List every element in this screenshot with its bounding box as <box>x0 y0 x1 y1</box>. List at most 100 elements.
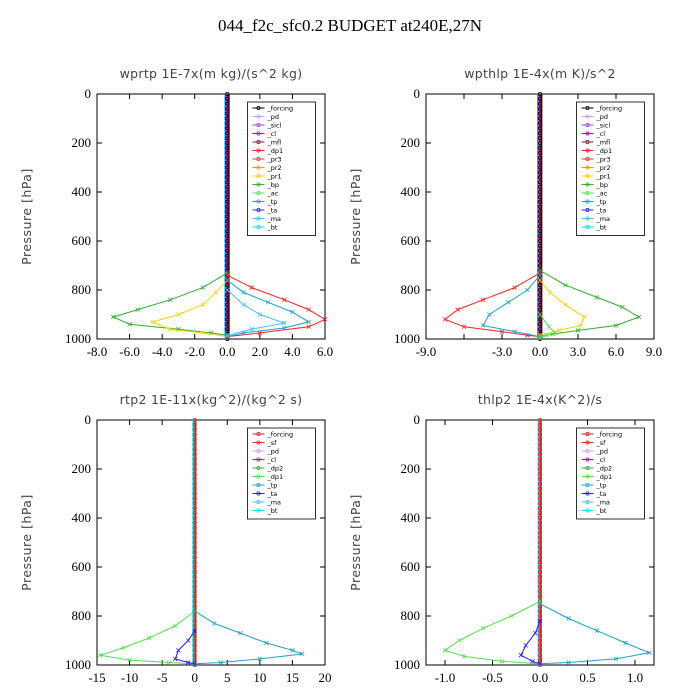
legend-marker <box>256 499 261 504</box>
zero-line-marker <box>225 273 230 278</box>
zero-line-marker <box>538 273 543 278</box>
zero-line-marker <box>538 258 543 263</box>
legend-marker <box>256 508 261 513</box>
zero-line-marker <box>538 263 543 268</box>
data-point <box>487 312 492 317</box>
y-tick-label: 600 <box>401 233 421 248</box>
series-line-ta <box>174 630 196 665</box>
data-point <box>264 640 269 646</box>
zero-line-marker <box>225 199 230 204</box>
data-point <box>200 302 206 307</box>
data-point <box>461 324 467 330</box>
x-tick-label: 0.0 <box>219 344 235 359</box>
zero-line-marker <box>538 145 543 150</box>
legend-label: _bp <box>266 181 279 189</box>
legend-label: _pr1 <box>595 172 610 180</box>
legend-label: _sicl <box>266 121 281 129</box>
zero-line-marker <box>192 516 197 521</box>
x-tick-label: 2.0 <box>252 344 268 359</box>
legend-label: _pr1 <box>266 172 281 180</box>
zero-line-marker <box>538 96 543 101</box>
legend-label: _cl <box>595 130 605 138</box>
zero-line-marker <box>538 648 543 653</box>
subplot-3: rtp2 1E-11x(kg^2)/(kg^2 s) Pressure [hPa]… <box>19 392 332 685</box>
zero-line-marker <box>538 180 543 185</box>
x-tick-label: 3.0 <box>570 344 586 359</box>
legend-marker <box>585 216 590 221</box>
zero-line-marker <box>538 614 543 619</box>
zero-line-marker <box>538 111 543 116</box>
zero-line-marker <box>192 466 197 471</box>
y-tick-label: 1000 <box>394 331 420 346</box>
zero-line-marker <box>192 618 197 623</box>
data-point <box>512 285 517 290</box>
zero-line-marker <box>538 307 543 312</box>
zero-line-marker <box>538 214 543 219</box>
legend-marker <box>256 148 261 153</box>
data-point <box>238 630 243 636</box>
legend-label: _pd <box>266 447 279 455</box>
figure-title: 044_f2c_sfc0.2 BUDGET at240E,27N <box>217 16 483 35</box>
legend-label: _ac <box>595 189 607 197</box>
zero-line-marker <box>192 447 197 452</box>
legend-marker <box>585 131 590 136</box>
y-tick-label: 400 <box>401 184 421 199</box>
zero-line-marker <box>225 180 230 185</box>
zero-line-marker <box>538 653 543 658</box>
data-point <box>575 328 581 333</box>
zero-line-marker <box>538 317 543 322</box>
data-point <box>499 659 505 664</box>
zero-line-marker <box>192 496 197 501</box>
legend-marker <box>256 165 261 170</box>
zero-line-marker <box>192 569 197 574</box>
zero-line-marker <box>225 131 230 136</box>
zero-line-marker <box>225 317 230 322</box>
legend-marker <box>585 440 590 445</box>
legend-label: _dp2 <box>266 464 283 472</box>
legend-marker <box>256 190 261 195</box>
zero-line-marker <box>225 150 230 155</box>
zero-line-marker <box>538 312 543 317</box>
zero-line-marker <box>192 648 197 653</box>
data-point <box>146 635 152 641</box>
legend-label: _pd <box>266 113 279 121</box>
zero-line-marker <box>538 302 543 307</box>
legend-label: _cl <box>266 456 276 464</box>
legend-label: _dp2 <box>595 464 612 472</box>
zero-line-marker <box>225 209 230 214</box>
zero-line-marker <box>538 170 543 175</box>
zero-line-marker <box>538 638 543 643</box>
zero-line-marker <box>192 427 197 432</box>
zero-line-marker <box>192 565 197 570</box>
legend-label: _ta <box>595 490 606 498</box>
zero-line-marker <box>192 520 197 525</box>
data-point <box>537 661 543 667</box>
y-axis-label: Pressure [hPa] <box>19 168 34 265</box>
zero-line-marker <box>192 658 197 663</box>
series-line-pr1 <box>150 279 228 338</box>
legend-label: _bp <box>595 181 608 189</box>
data-point <box>582 314 587 320</box>
zero-line-marker <box>192 422 197 427</box>
zero-line-marker <box>192 579 197 584</box>
zero-line-marker <box>538 555 543 560</box>
zero-line-marker <box>192 614 197 619</box>
data-point <box>127 322 132 327</box>
x-tick-label: 0.5 <box>579 670 595 685</box>
zero-line-marker <box>538 609 543 614</box>
zero-line-marker <box>192 604 197 609</box>
data-point <box>290 309 295 315</box>
zero-line-marker <box>538 140 543 145</box>
plot-frame <box>96 93 326 340</box>
x-tick-label: -9.0 <box>416 344 437 359</box>
zero-line-marker <box>225 160 230 165</box>
legend-marker <box>585 457 590 462</box>
panel-title: wpthlp 1E-4x(m K)/s^2 <box>464 66 616 81</box>
legend-label: _pd <box>595 447 608 455</box>
series-line-tp <box>194 610 303 665</box>
data-point <box>566 660 571 665</box>
legend-marker <box>256 131 261 136</box>
data-point <box>299 651 305 657</box>
legend-label: _ma <box>595 498 610 506</box>
data-point <box>150 319 155 325</box>
